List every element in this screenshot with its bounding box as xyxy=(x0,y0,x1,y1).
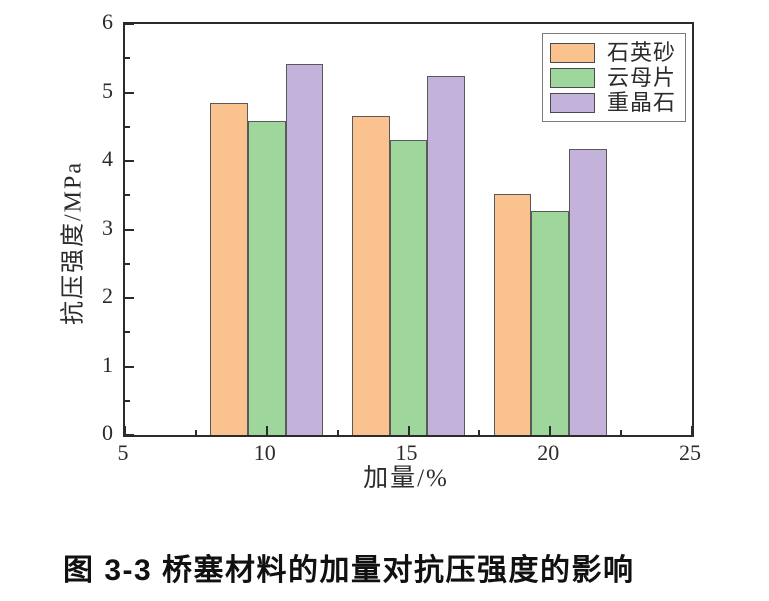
y-axis-title: 抗压强度/MPa xyxy=(60,160,87,326)
legend-swatch-mica-flake xyxy=(550,67,595,88)
y-tick-label: 6 xyxy=(102,9,113,34)
y-major-tick xyxy=(125,228,134,231)
y-minor-tick xyxy=(125,331,130,334)
figure-caption: 图 3-3 桥塞材料的加量对抗压强度的影响 xyxy=(63,554,635,587)
bar-石英砂-20 xyxy=(493,193,532,435)
x-minor-tick xyxy=(478,430,481,435)
legend-swatch-barite xyxy=(550,92,595,113)
y-minor-tick xyxy=(125,399,130,402)
y-tick-label: 4 xyxy=(102,146,113,171)
y-major-tick xyxy=(125,160,134,162)
bar-云母片-10 xyxy=(247,121,286,435)
y-minor-tick xyxy=(125,57,130,60)
legend: 石英砂 云母片 重晶石 xyxy=(542,33,686,122)
legend-item-mica-flake: 云母片 xyxy=(550,65,677,90)
y-tick-label: 0 xyxy=(102,420,113,445)
x-tick-label: 25 xyxy=(679,440,701,465)
y-minor-tick xyxy=(125,194,130,197)
x-major-tick xyxy=(407,426,410,435)
x-tick-label: 5 xyxy=(117,440,129,465)
legend-label-barite: 重晶石 xyxy=(607,89,677,115)
y-tick-label: 2 xyxy=(102,283,113,308)
x-major-tick xyxy=(265,426,268,435)
y-major-tick xyxy=(125,297,134,299)
bar-石英砂-10 xyxy=(210,102,248,435)
y-major-tick xyxy=(125,23,134,25)
bar-云母片-15 xyxy=(389,140,428,435)
legend-swatch-quartz-sand xyxy=(550,42,595,63)
bar-重晶石-10 xyxy=(285,63,324,435)
x-minor-tick xyxy=(194,430,197,435)
x-major-tick xyxy=(549,426,552,435)
x-major-tick xyxy=(124,426,126,435)
y-major-tick xyxy=(125,434,134,436)
bar-石英砂-15 xyxy=(351,116,390,435)
y-minor-tick xyxy=(125,125,130,128)
plot-area: 石英砂 云母片 重晶石 xyxy=(123,22,694,437)
x-minor-tick xyxy=(336,430,339,435)
bar-重晶石-15 xyxy=(427,76,466,435)
x-tick-label: 20 xyxy=(537,440,560,465)
bar-云母片-20 xyxy=(531,211,570,435)
x-tick-label: 10 xyxy=(253,440,276,465)
legend-label-quartz-sand: 石英砂 xyxy=(607,39,677,65)
x-minor-tick xyxy=(620,430,623,435)
bar-重晶石-20 xyxy=(569,149,607,435)
legend-label-mica-flake: 云母片 xyxy=(607,64,677,90)
y-minor-tick xyxy=(125,262,130,265)
y-tick-label: 5 xyxy=(102,77,113,103)
x-axis-title: 加量/% xyxy=(363,465,449,492)
y-major-tick xyxy=(125,365,134,368)
y-tick-label: 3 xyxy=(102,214,113,240)
y-tick-label: 1 xyxy=(102,351,113,377)
y-major-tick xyxy=(125,91,134,94)
x-major-tick xyxy=(691,426,693,435)
legend-item-barite: 重晶石 xyxy=(550,90,677,115)
legend-item-quartz-sand: 石英砂 xyxy=(550,40,677,65)
